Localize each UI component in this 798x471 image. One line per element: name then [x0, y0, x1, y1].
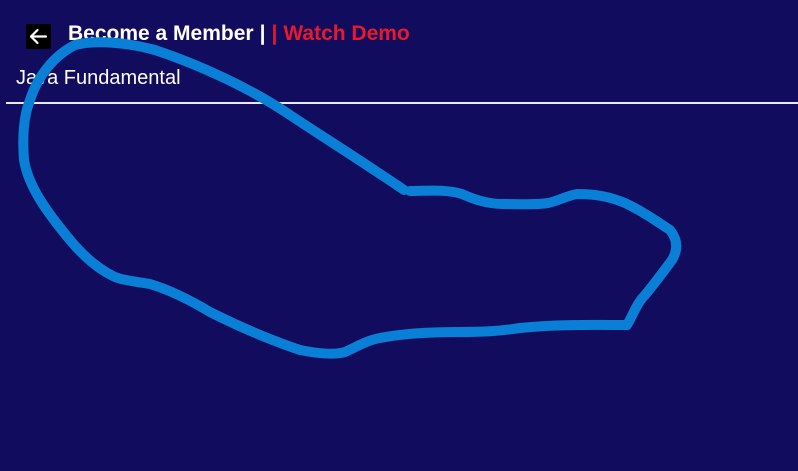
arrow-left-icon: [26, 24, 51, 49]
separator-red: |: [271, 22, 278, 45]
become-member-link[interactable]: Become a Member: [68, 22, 254, 45]
separator: |: [259, 22, 266, 45]
content-area: [0, 104, 798, 471]
watch-demo-link[interactable]: Watch Demo: [283, 22, 410, 45]
course-title: Java Fundamental: [16, 67, 181, 89]
back-button[interactable]: [26, 24, 51, 49]
page-header: Become a Member | | Watch Demo Java Fund…: [0, 0, 798, 102]
header-title-row: Become a Member | | Watch Demo: [68, 20, 410, 48]
